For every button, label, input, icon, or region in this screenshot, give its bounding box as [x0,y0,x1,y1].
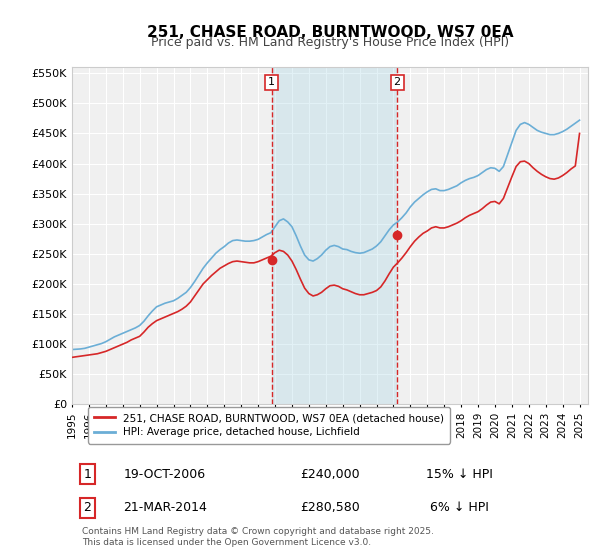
Text: 2: 2 [394,77,401,87]
Text: 19-OCT-2006: 19-OCT-2006 [124,468,206,480]
Text: Contains HM Land Registry data © Crown copyright and database right 2025.
This d: Contains HM Land Registry data © Crown c… [82,527,434,547]
Text: £240,000: £240,000 [300,468,360,480]
Text: 2: 2 [83,501,91,515]
Text: Price paid vs. HM Land Registry's House Price Index (HPI): Price paid vs. HM Land Registry's House … [151,36,509,49]
Bar [272,67,397,404]
Text: 251, CHASE ROAD, BURNTWOOD, WS7 0EA: 251, CHASE ROAD, BURNTWOOD, WS7 0EA [147,25,513,40]
Text: 6% ↓ HPI: 6% ↓ HPI [430,501,488,515]
Text: 15% ↓ HPI: 15% ↓ HPI [425,468,493,480]
Legend: 251, CHASE ROAD, BURNTWOOD, WS7 0EA (detached house), HPI: Average price, detach: 251, CHASE ROAD, BURNTWOOD, WS7 0EA (det… [88,407,450,444]
Text: 1: 1 [83,468,91,480]
Text: £280,580: £280,580 [300,501,360,515]
Text: 1: 1 [268,77,275,87]
Text: 21-MAR-2014: 21-MAR-2014 [123,501,207,515]
